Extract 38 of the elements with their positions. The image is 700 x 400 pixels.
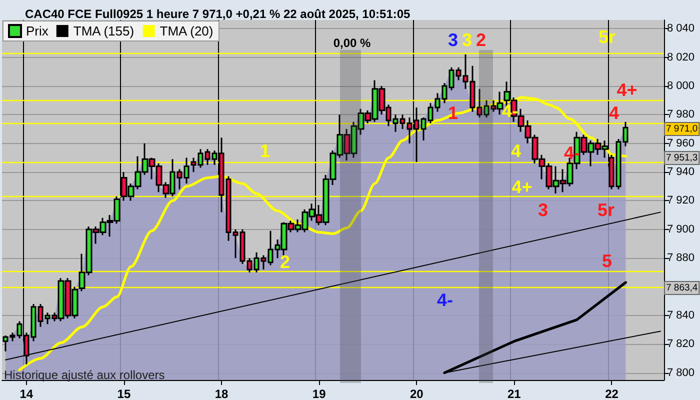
y-tick-label: 7 920 — [667, 194, 695, 207]
x-tick-label: 15 — [117, 387, 131, 400]
annotation: 4- — [436, 290, 454, 310]
y-tick-label: 7 800 — [667, 366, 695, 379]
text: 7 863,4 — [666, 282, 698, 294]
annotation: 4+ — [512, 177, 532, 197]
y-tick-label: 7 820 — [667, 338, 695, 350]
y-tick-label: 7 960 — [667, 137, 695, 150]
annotation: 4 — [510, 141, 522, 161]
annotation: 2 — [280, 252, 290, 272]
x-tick-label: 14 — [20, 387, 34, 400]
annotation: 1 — [260, 141, 270, 161]
y-tick-label: 7 980 — [667, 108, 695, 121]
legend-label: TMA (155) — [73, 24, 134, 38]
annotation: Historique ajusté aux rollovers — [4, 368, 165, 382]
annotation: 2 — [476, 30, 486, 50]
x-tick-label: 22 — [605, 387, 619, 400]
annotation: 3 — [448, 30, 458, 50]
annotation: 0,00 % — [333, 36, 372, 50]
annotation: 5r — [597, 200, 615, 220]
annotation: 5 — [602, 251, 612, 271]
x-tick-label: 21 — [508, 387, 522, 400]
x-tick-label: 19 — [312, 387, 326, 400]
annotation: 3 — [538, 200, 548, 220]
y-tick-label: 7 840 — [667, 309, 695, 322]
annotation: 4 — [608, 103, 620, 123]
x-tick-label: 20 — [410, 387, 424, 400]
y-tick-label: 7 880 — [667, 252, 695, 264]
chart-title: CAC40 FCE Full0925 1 heure 7 971,0 +0,21 % 22 août 2025, 10:51:05 — [25, 7, 411, 21]
annotation: 3 — [462, 30, 472, 50]
annotation: 4+ — [616, 80, 638, 100]
y-tick-label: 7 940 — [667, 166, 695, 178]
legend-label: Prix — [26, 24, 49, 38]
text: 7 971,0 — [666, 124, 698, 134]
x-tick-label: 18 — [214, 387, 228, 400]
y-tick-label: 7 900 — [667, 223, 695, 236]
legend-label: TMA (20) — [160, 24, 214, 38]
text: 7 951,3 — [666, 152, 698, 164]
